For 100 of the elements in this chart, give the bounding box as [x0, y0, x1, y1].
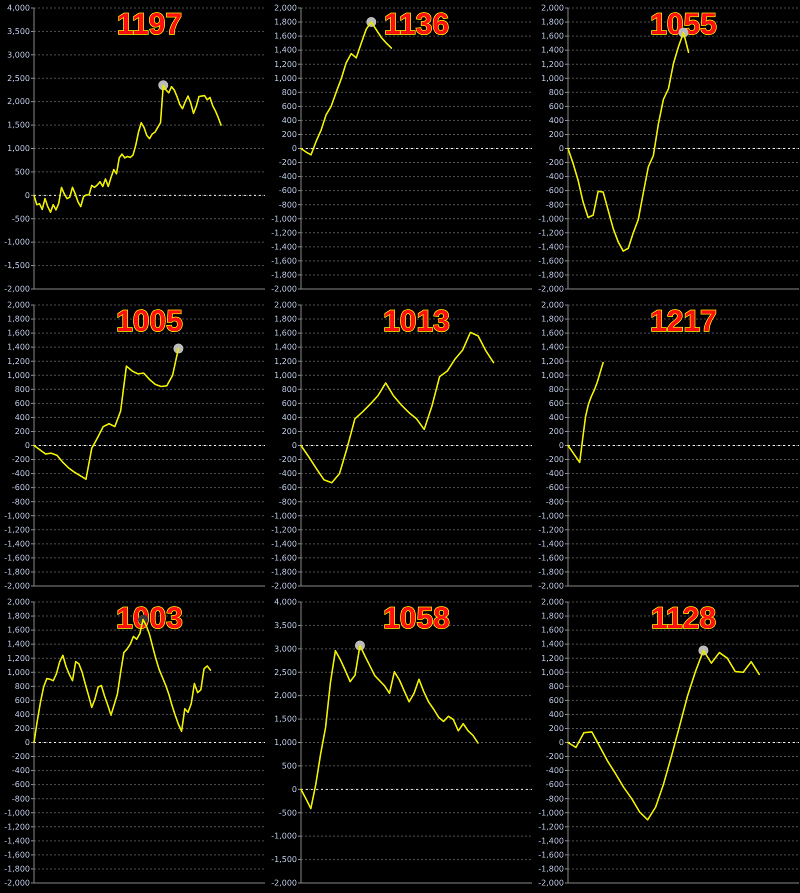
y-tick-label: 1,800: [274, 18, 297, 27]
y-tick-label: 1,400: [274, 342, 297, 352]
y-tick-label: -600: [12, 780, 30, 790]
y-tick-label: 800: [14, 384, 30, 394]
y-tick-label: 1,800: [541, 314, 564, 324]
y-tick-label: -1,000: [538, 808, 564, 818]
y-tick-label: -1,600: [4, 553, 30, 562]
y-tick-label: -1,000: [538, 511, 564, 520]
y-tick-label: -1,400: [538, 242, 564, 252]
chart-title: 1058: [383, 602, 450, 635]
y-tick-label: -1,000: [4, 511, 30, 520]
y-tick-label: -400: [546, 766, 564, 776]
y-tick-label: 1,000: [274, 74, 297, 83]
y-tick-label: 1,800: [7, 314, 30, 324]
y-tick-label: -2,000: [4, 878, 30, 888]
y-tick-label: -400: [546, 172, 564, 182]
y-tick-label: 800: [548, 682, 564, 691]
y-tick-label: -800: [546, 497, 564, 506]
y-tick-label: -400: [546, 469, 564, 478]
chart-title: 1136: [384, 8, 450, 41]
y-tick-label: 3,500: [7, 26, 30, 36]
y-tick-label: 400: [14, 710, 30, 719]
chart-title: 1005: [116, 305, 183, 338]
y-tick-label: -1,400: [4, 836, 30, 846]
y-tick-label: 0: [292, 441, 297, 450]
y-tick-label: -1,000: [271, 832, 297, 841]
chart-title: 1217: [650, 305, 717, 338]
chart-title: 1128: [650, 602, 716, 635]
y-tick-label: 2,000: [274, 691, 297, 700]
y-tick-label: 1,000: [541, 370, 564, 380]
y-tick-label: 2,000: [7, 300, 30, 310]
y-tick-label: 1,200: [541, 60, 564, 69]
y-tick-label: 400: [282, 116, 297, 125]
y-tick-label: 3,500: [274, 620, 297, 630]
y-tick-label: 2,000: [7, 97, 30, 106]
y-tick-label: 200: [14, 724, 30, 734]
y-tick-label: 1,600: [274, 328, 297, 338]
y-tick-label: -2,000: [538, 284, 564, 294]
y-tick-label: 1,400: [541, 342, 564, 352]
y-tick-label: 2,000: [274, 4, 297, 13]
y-tick-label: 2,000: [541, 4, 564, 13]
y-tick-label: 1,400: [541, 640, 564, 649]
y-tick-label: -1,400: [4, 539, 30, 548]
y-tick-label: -1,600: [538, 256, 564, 266]
y-tick-label: -500: [278, 808, 297, 818]
y-tick-label: -400: [278, 469, 297, 478]
y-tick-label: -2,000: [271, 878, 297, 888]
y-tick-label: 1,000: [541, 74, 564, 83]
y-tick-label: 1,800: [7, 612, 30, 621]
y-tick-label: -200: [12, 752, 30, 762]
y-tick-label: -800: [278, 497, 297, 506]
y-tick-label: -1,500: [271, 855, 297, 864]
y-tick-label: -1,000: [4, 808, 30, 818]
y-tick-label: -400: [12, 469, 30, 478]
y-tick-label: 1,800: [541, 612, 564, 621]
y-tick-label: 2,000: [541, 598, 564, 607]
y-tick-label: 800: [282, 384, 297, 394]
y-tick-label: -1,000: [271, 511, 297, 520]
y-tick-label: 1,800: [541, 18, 564, 27]
chart-title: 1013: [383, 305, 450, 338]
y-tick-label: -1,400: [271, 539, 297, 548]
y-tick-label: -1,200: [271, 525, 297, 534]
y-tick-label: 0: [558, 738, 564, 748]
y-tick-label: 0: [24, 441, 30, 450]
y-tick-label: -1,800: [271, 270, 297, 280]
y-tick-label: -2,000: [4, 582, 30, 591]
y-tick-label: 800: [548, 88, 564, 97]
y-tick-label: 400: [548, 710, 564, 719]
y-tick-label: 600: [14, 398, 30, 408]
y-tick-label: -800: [12, 794, 30, 804]
y-tick-label: 1,400: [7, 342, 30, 352]
y-tick-label: -1,400: [271, 242, 297, 252]
y-tick-label: -1,000: [4, 238, 30, 247]
y-tick-label: -800: [546, 794, 564, 804]
y-tick-label: -1,200: [271, 228, 297, 238]
y-tick-label: 1,000: [7, 370, 30, 380]
y-tick-label: 0: [24, 190, 30, 200]
y-tick-label: 1,500: [7, 120, 30, 130]
y-tick-label: -200: [546, 158, 564, 168]
y-tick-label: 1,400: [541, 46, 564, 55]
y-tick-label: 2,500: [274, 668, 297, 677]
y-tick-label: 2,000: [541, 300, 564, 310]
y-tick-label: -1,200: [4, 525, 30, 534]
y-tick-label: -1,800: [271, 568, 297, 577]
y-tick-label: -800: [278, 200, 297, 210]
y-tick-label: 200: [548, 427, 564, 436]
y-tick-label: 0: [292, 144, 297, 154]
y-tick-label: 1,200: [7, 654, 30, 663]
y-tick-label: 1,600: [541, 32, 564, 41]
y-tick-label: 2,000: [7, 598, 30, 607]
y-tick-label: -400: [278, 172, 297, 182]
y-tick-label: 400: [548, 412, 564, 422]
y-tick-label: 800: [14, 682, 30, 691]
y-tick-label: 1,600: [541, 626, 564, 635]
y-tick-label: 200: [14, 427, 30, 436]
y-tick-label: 1,500: [274, 714, 297, 724]
y-tick-label: 400: [282, 412, 297, 422]
y-tick-label: 600: [282, 102, 297, 111]
y-tick-label: -1,000: [538, 214, 564, 224]
y-tick-label: -1,800: [4, 568, 30, 577]
